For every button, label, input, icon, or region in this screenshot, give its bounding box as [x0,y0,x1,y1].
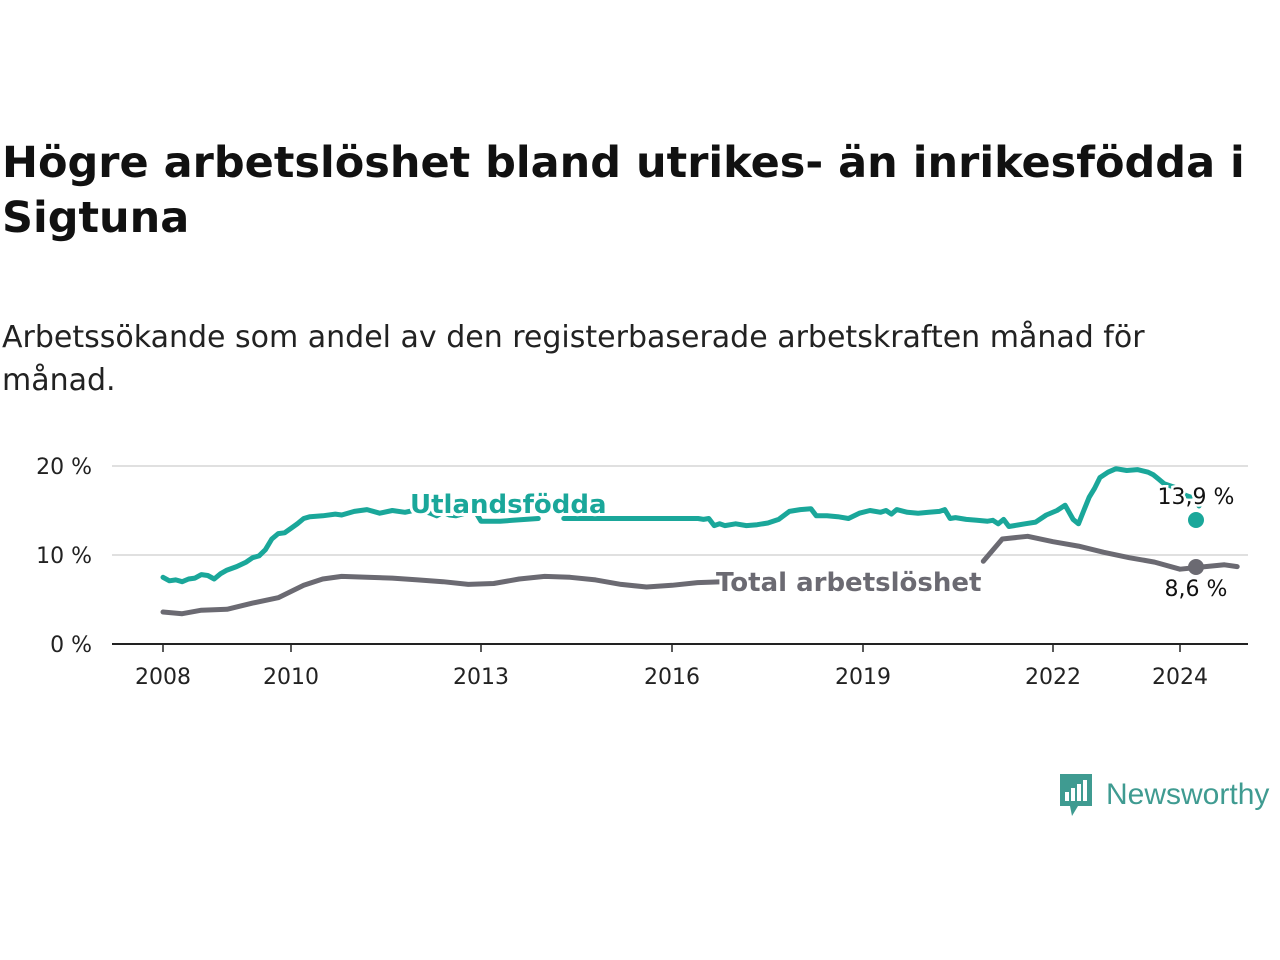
end-value-label-total-arbetsloshet: 8,6 % [1165,577,1228,602]
end-value-label-utlandsfodda: 13,9 % [1158,485,1235,510]
end-marker-utlandsfodda [1188,512,1204,528]
chart-title: Högre arbetslöshet bland utrikes- än inr… [2,138,1245,243]
x-tick-label: 2010 [263,665,319,690]
series-line-utlandsfodda [561,466,1202,529]
x-tick-label: 2024 [1152,665,1208,690]
series-line-total-arbetsloshet [160,573,758,617]
chart-subtitle: Arbetssökande som andel av den registerb… [2,320,1145,398]
x-tick-label: 2016 [644,665,700,690]
y-tick-label: 20 % [36,455,92,480]
y-tick-label: 10 % [36,544,92,569]
logo-text: Newsworthy [1106,778,1270,811]
x-tick-label: 2019 [835,665,891,690]
x-tick-label: 2008 [135,665,191,690]
y-tick-label: 0 % [50,633,92,658]
line-chart: 0 %10 %20 %2008 2010 2013 2016 2019 2022 2024 … [36,455,1248,690]
series-line-utlandsfodda [160,507,541,585]
x-tick-label: 2022 [1025,665,1081,690]
grid-lines [112,465,1248,556]
axes: 0 % 10 % 20 % 2008 2010 2013 2016 2019 2022 2024 [36,455,1248,690]
series-label-total-arbetsloshet: Total arbetslöshet [716,568,981,598]
series-label-utlandsfodda: Utlandsfödda [410,490,607,520]
series-line-total-arbetsloshet [980,533,1240,572]
bar-chart-speech-bubble-icon [1060,774,1092,816]
newsworthy-logo: Newsworthy [1058,772,1269,818]
end-marker-total-arbetsloshet [1188,559,1204,575]
x-tick-label: 2013 [453,665,509,690]
series-lines [160,466,1240,617]
series-labels: Utlandsfödda Total arbetslöshet 13,9 % 8,6 … [407,483,1237,605]
